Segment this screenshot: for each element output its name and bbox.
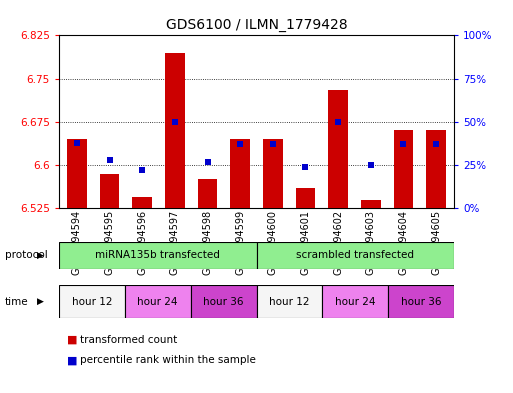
Text: hour 36: hour 36	[401, 297, 441, 307]
Text: hour 12: hour 12	[72, 297, 112, 307]
Text: time: time	[5, 297, 29, 307]
Bar	[67, 139, 87, 208]
Text: scrambled transfected: scrambled transfected	[296, 250, 415, 261]
Bar	[256, 242, 454, 269]
Text: ▶: ▶	[37, 297, 44, 306]
Bar	[328, 90, 348, 208]
Text: hour 24: hour 24	[137, 297, 178, 307]
Text: ▶: ▶	[37, 251, 44, 260]
Bar	[388, 285, 454, 318]
Bar	[191, 285, 256, 318]
Bar	[132, 197, 152, 208]
Text: ■: ■	[67, 335, 77, 345]
Text: protocol: protocol	[5, 250, 48, 261]
Text: miRNA135b transfected: miRNA135b transfected	[95, 250, 220, 261]
Bar	[125, 285, 191, 318]
Text: GDS6100 / ILMN_1779428: GDS6100 / ILMN_1779428	[166, 18, 347, 32]
Bar	[426, 130, 446, 208]
Bar	[263, 139, 283, 208]
Text: transformed count: transformed count	[80, 335, 177, 345]
Bar	[295, 188, 315, 208]
Bar	[59, 285, 125, 318]
Text: hour 12: hour 12	[269, 297, 310, 307]
Text: hour 36: hour 36	[203, 297, 244, 307]
Text: percentile rank within the sample: percentile rank within the sample	[80, 355, 255, 365]
Text: ■: ■	[67, 355, 77, 365]
Bar	[230, 139, 250, 208]
Bar	[361, 200, 381, 208]
Bar	[198, 180, 218, 208]
Bar	[256, 285, 322, 318]
Bar	[322, 285, 388, 318]
Bar	[393, 130, 413, 208]
Bar	[100, 174, 120, 208]
Bar	[59, 242, 256, 269]
Bar	[165, 53, 185, 208]
Text: hour 24: hour 24	[335, 297, 376, 307]
